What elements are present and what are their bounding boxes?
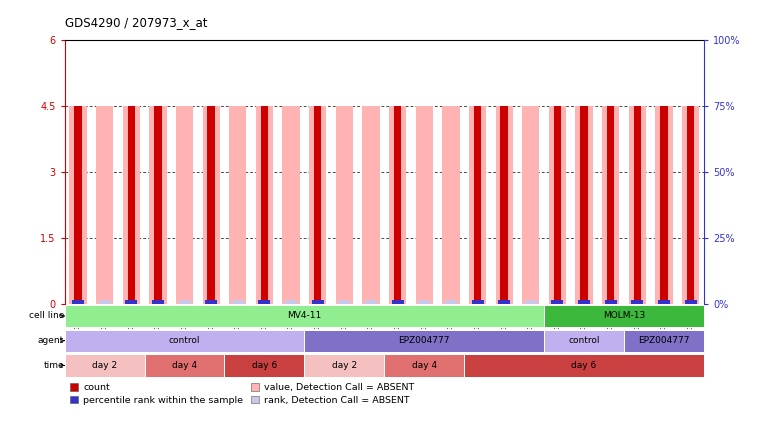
Bar	[154, 106, 161, 304]
Bar	[522, 106, 540, 304]
Bar	[682, 106, 699, 304]
Bar	[339, 300, 350, 304]
Bar	[578, 300, 590, 304]
Bar	[389, 106, 406, 304]
Bar	[314, 106, 321, 304]
Bar	[176, 106, 193, 304]
Text: EPZ004777: EPZ004777	[638, 336, 689, 345]
Bar	[416, 106, 433, 304]
Bar	[464, 354, 704, 377]
Bar	[552, 300, 563, 304]
Bar	[442, 106, 460, 304]
Bar	[256, 106, 273, 304]
Bar	[658, 300, 670, 304]
Text: day 2: day 2	[92, 361, 117, 370]
Bar	[145, 354, 224, 377]
Text: time: time	[43, 361, 64, 370]
Bar	[607, 106, 614, 304]
Bar	[685, 300, 696, 304]
Bar	[495, 106, 513, 304]
Bar	[202, 106, 220, 304]
Bar	[208, 106, 215, 304]
Bar	[419, 300, 430, 304]
Bar	[554, 106, 561, 304]
Bar	[525, 300, 537, 304]
Text: MOLM-13: MOLM-13	[603, 312, 645, 321]
Bar	[312, 300, 323, 304]
Bar	[394, 106, 401, 304]
Bar	[259, 300, 270, 304]
Bar	[99, 300, 110, 304]
Text: day 6: day 6	[252, 361, 277, 370]
Bar	[469, 106, 486, 304]
Bar	[362, 106, 380, 304]
Bar	[65, 305, 544, 327]
Bar	[123, 106, 140, 304]
Bar	[205, 300, 217, 304]
Bar	[65, 354, 145, 377]
Text: day 4: day 4	[412, 361, 437, 370]
Bar	[75, 106, 81, 304]
Bar	[472, 300, 483, 304]
Bar	[149, 106, 167, 304]
Text: control: control	[169, 336, 200, 345]
Bar	[72, 300, 84, 304]
Bar	[581, 106, 587, 304]
Bar	[575, 106, 593, 304]
Text: control: control	[568, 336, 600, 345]
Bar	[445, 300, 457, 304]
Bar	[365, 300, 377, 304]
Bar	[655, 106, 673, 304]
Bar	[629, 106, 646, 304]
Bar	[661, 106, 667, 304]
Text: GDS4290 / 207973_x_at: GDS4290 / 207973_x_at	[65, 16, 207, 29]
Text: agent: agent	[37, 336, 64, 345]
Bar	[126, 300, 137, 304]
Bar	[501, 106, 508, 304]
Bar	[261, 106, 268, 304]
Bar	[634, 106, 641, 304]
Bar	[224, 354, 304, 377]
Text: EPZ004777: EPZ004777	[399, 336, 450, 345]
Text: day 6: day 6	[572, 361, 597, 370]
Bar	[474, 106, 481, 304]
Bar	[304, 354, 384, 377]
Bar	[96, 106, 113, 304]
Bar	[179, 300, 190, 304]
Bar	[602, 106, 619, 304]
Text: cell line: cell line	[28, 312, 64, 321]
Bar	[544, 305, 704, 327]
Bar	[384, 354, 464, 377]
Bar	[128, 106, 135, 304]
Bar	[152, 300, 164, 304]
Bar	[392, 300, 403, 304]
Bar	[624, 329, 704, 352]
Bar	[632, 300, 643, 304]
Bar	[309, 106, 326, 304]
Bar	[282, 106, 300, 304]
Bar	[687, 106, 694, 304]
Bar	[232, 300, 244, 304]
Bar	[605, 300, 616, 304]
Bar	[498, 300, 510, 304]
Bar	[285, 300, 297, 304]
Text: day 2: day 2	[332, 361, 357, 370]
Bar	[229, 106, 247, 304]
Bar	[65, 329, 304, 352]
Text: MV4-11: MV4-11	[287, 312, 322, 321]
Text: day 4: day 4	[172, 361, 197, 370]
Bar	[304, 329, 544, 352]
Bar	[336, 106, 353, 304]
Legend: count, percentile rank within the sample, value, Detection Call = ABSENT, rank, : count, percentile rank within the sample…	[66, 380, 418, 409]
Bar	[69, 106, 87, 304]
Bar	[544, 329, 624, 352]
Bar	[549, 106, 566, 304]
